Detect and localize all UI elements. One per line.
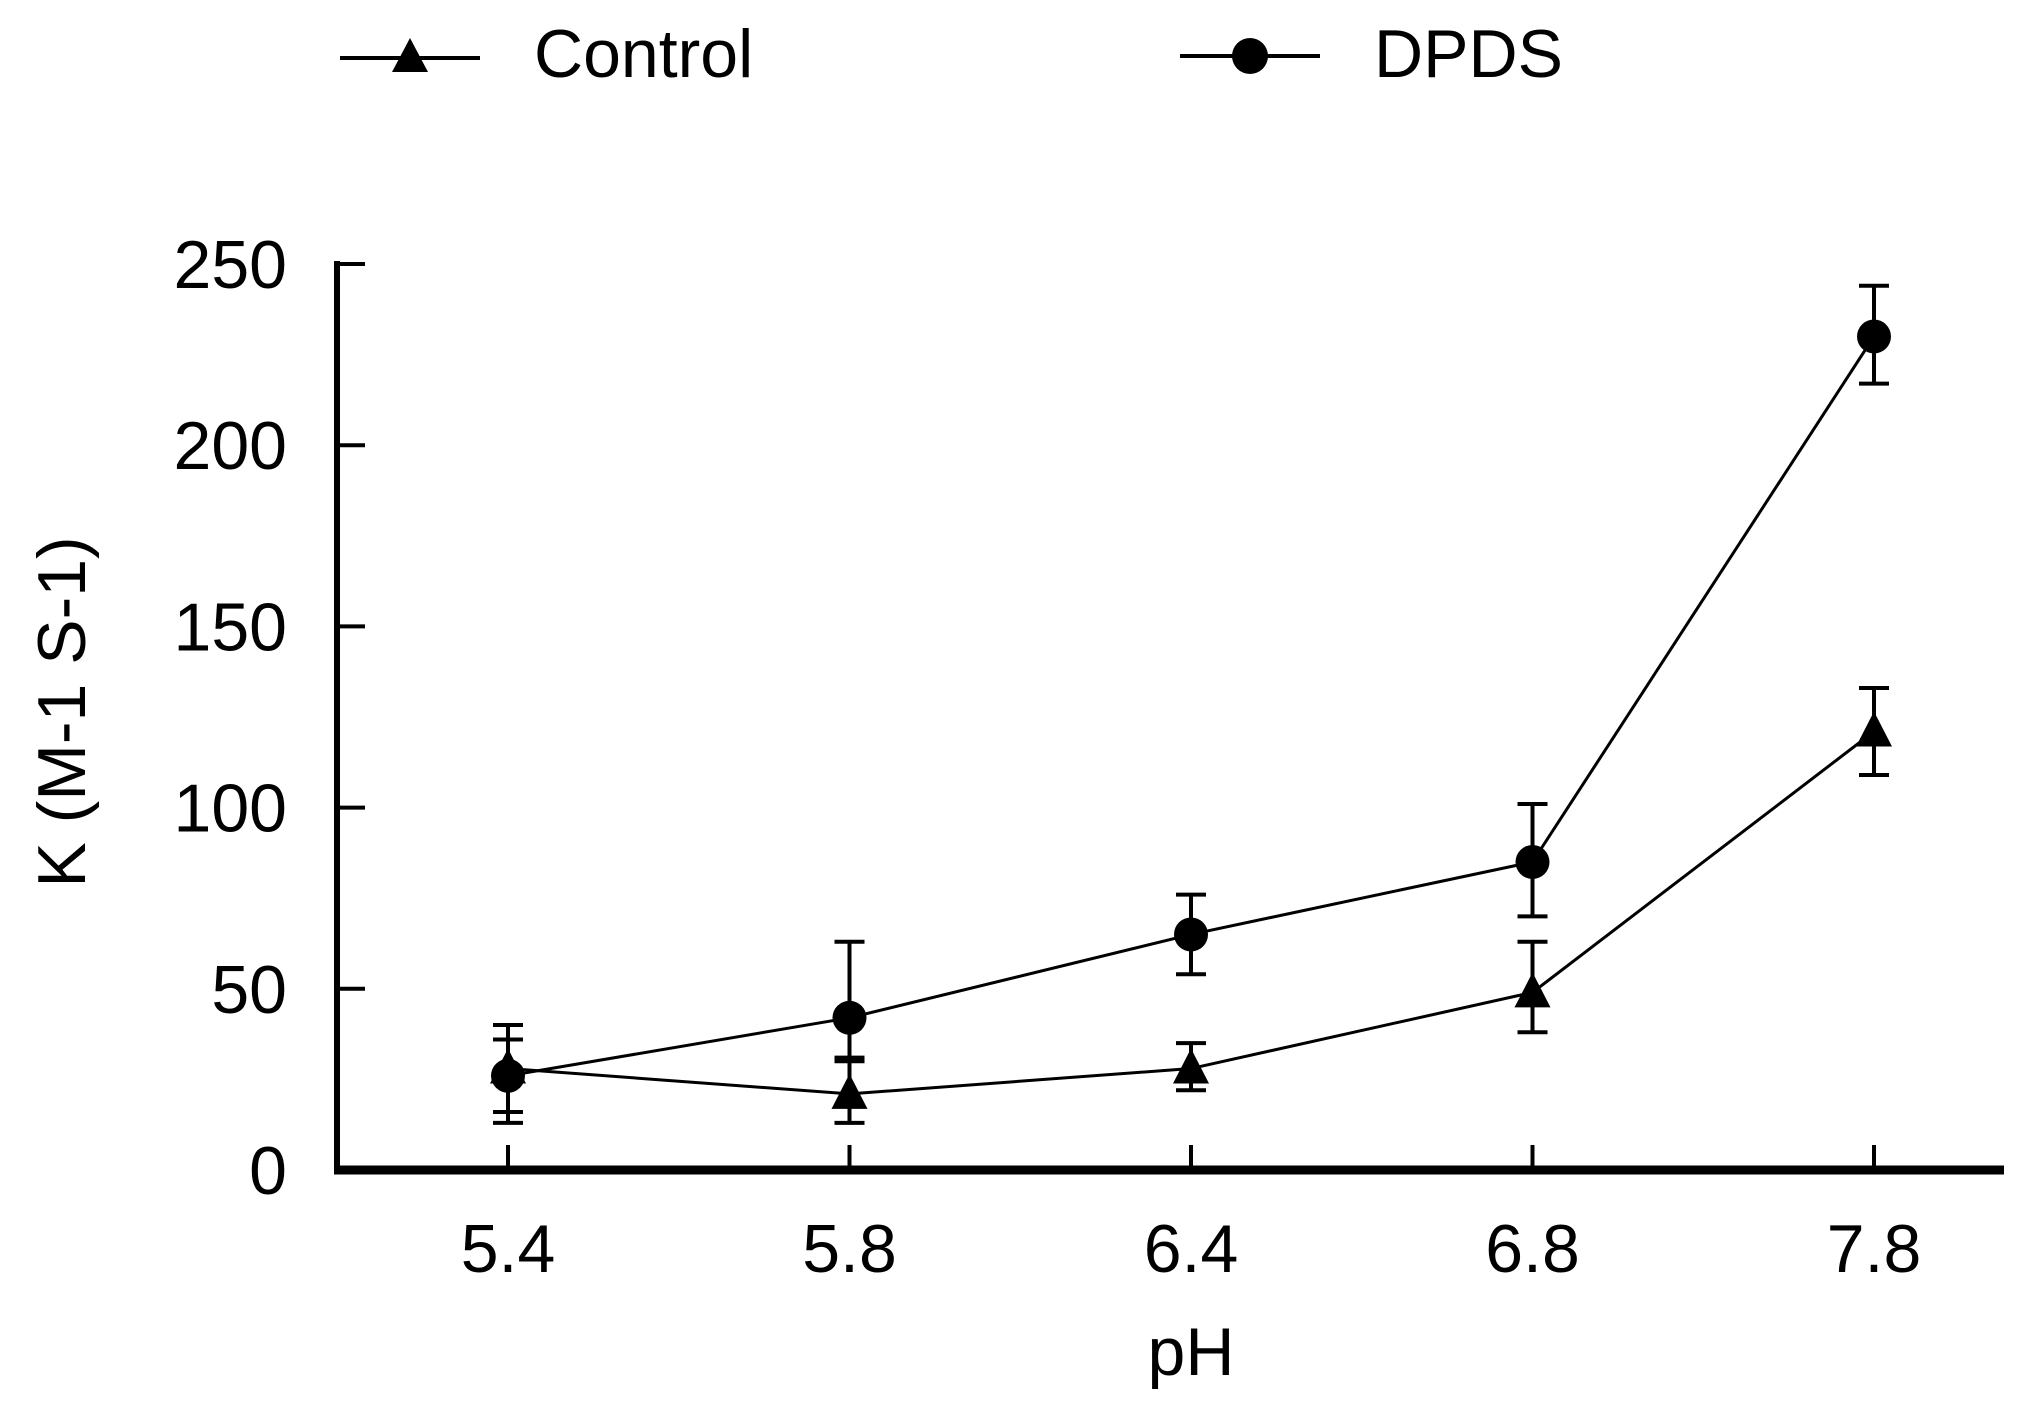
x-tick-label: 6.8 — [1485, 1211, 1580, 1287]
legend-label-dpds: DPDS — [1374, 16, 1563, 92]
y-tick-label: 150 — [174, 589, 287, 665]
legend-item-dpds: DPDS — [1180, 12, 1563, 96]
data-point-marker — [1515, 844, 1550, 879]
series-dpds — [491, 283, 1891, 1125]
data-point-marker — [491, 1058, 525, 1093]
data-point-marker — [1174, 917, 1208, 952]
x-tick-label: 5.4 — [461, 1211, 556, 1287]
circle-marker-icon — [1180, 38, 1320, 74]
legend-item-control: Control — [340, 12, 753, 96]
x-tick-label: 6.4 — [1144, 1211, 1239, 1287]
data-point-marker — [1856, 711, 1892, 747]
data-point-marker — [1514, 972, 1551, 1008]
y-tick-label: 250 — [174, 227, 287, 303]
y-tick-label: 200 — [174, 408, 287, 484]
x-tick-label: 7.8 — [1827, 1211, 1922, 1287]
legend-label-control: Control — [534, 16, 754, 92]
triangle-marker-icon — [340, 38, 480, 72]
data-point-marker — [1173, 1048, 1209, 1084]
x-tick-label: 5.8 — [802, 1211, 897, 1287]
y-tick-label: 100 — [174, 771, 287, 847]
data-point-marker — [831, 1073, 868, 1109]
y-tick-label: 50 — [211, 952, 287, 1028]
y-tick-label: 0 — [249, 1133, 287, 1209]
data-point-marker — [832, 1000, 867, 1035]
x-axis-title: pH — [1147, 1314, 1235, 1390]
data-point-marker — [1857, 319, 1891, 354]
